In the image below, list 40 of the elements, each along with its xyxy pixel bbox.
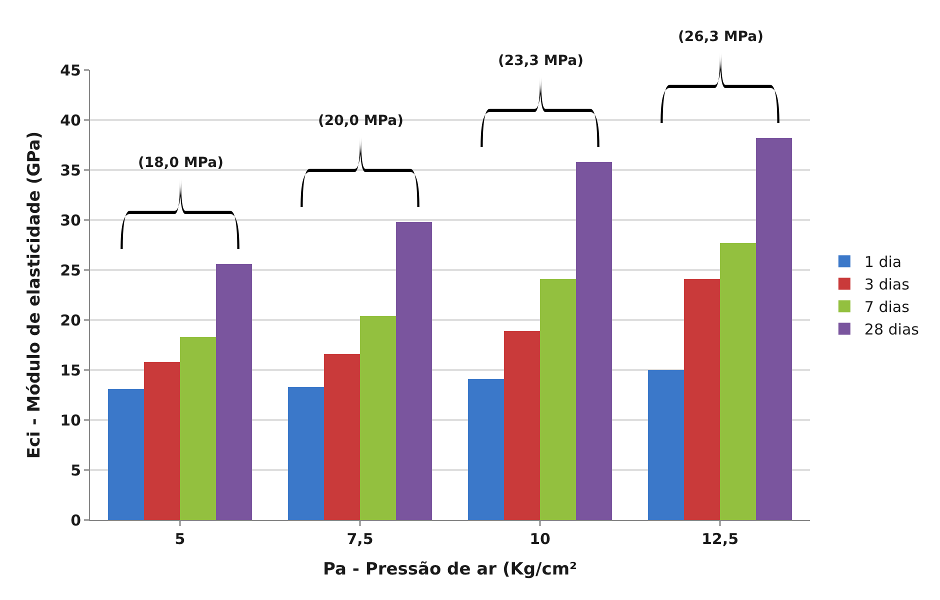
bar [108, 389, 144, 520]
y-tick-label: 15 [60, 361, 81, 380]
bar [396, 222, 432, 520]
annotation: (18,0 MPa) [138, 155, 224, 171]
bar [576, 162, 612, 520]
annotation: (20,0 MPa) [318, 113, 404, 129]
y-tick-label: 40 [60, 111, 81, 130]
y-tick-label: 0 [70, 511, 81, 530]
y-tick-label: 45 [60, 61, 81, 80]
y-tick-label: 20 [60, 311, 81, 330]
bar [648, 370, 684, 520]
text: (23,3 MPa) [498, 53, 584, 69]
legend-label: 28 dias [864, 320, 920, 339]
bar [216, 264, 252, 520]
x-tick-label: 10 [530, 530, 550, 548]
legend-label: 3 dias [864, 276, 910, 294]
legend-label: 7 dias [864, 298, 910, 316]
x-tick-label: 7,5 [346, 530, 374, 548]
y-tick-label: 5 [70, 461, 81, 480]
y-tick-label: 35 [60, 161, 81, 180]
bar [144, 362, 180, 520]
bar [540, 279, 576, 520]
bar [504, 331, 540, 520]
x-axis-title: Pa - Pressão de ar (Kg/cm² [323, 559, 577, 580]
bar [324, 354, 360, 520]
y-axis-title: Eci - Módulo de elasticidade (GPa) [24, 131, 45, 459]
x-tick-label: 12,5 [701, 530, 739, 548]
bar [288, 387, 324, 520]
bar [720, 243, 756, 520]
y-tick-label: 10 [60, 411, 81, 430]
bar [360, 316, 396, 520]
legend-label: 1 dia [864, 253, 902, 272]
y-tick-label: 25 [60, 261, 81, 280]
y-tick-label: 30 [60, 211, 81, 230]
bar [756, 138, 792, 520]
x-tick-label: 5 [174, 530, 186, 548]
bar [180, 337, 216, 520]
bar [684, 279, 720, 520]
text: (26,3 MPa) [678, 29, 764, 45]
bar [468, 379, 504, 520]
